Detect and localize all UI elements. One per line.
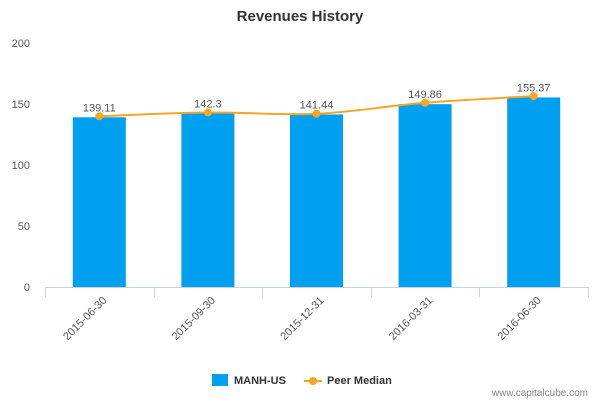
x-axis: 2015-06-30 2015-09-30 2015-12-31 2016-03-31… (45, 287, 589, 343)
y-axis: 0 50 100 150 200 (12, 38, 30, 294)
peer-median-marker (95, 112, 104, 121)
peer-median-marker (421, 98, 430, 107)
bar (507, 97, 561, 287)
peer-median-marker (312, 109, 321, 118)
legend-label-peer-median: Peer Median (327, 375, 392, 387)
bar (72, 117, 126, 287)
data-label: 155.37 (517, 82, 551, 94)
y-tick-label: 150 (12, 99, 30, 111)
data-label: 139.11 (83, 102, 116, 114)
data-label: 141.44 (300, 99, 334, 111)
peer-median-marker (529, 92, 538, 101)
chart-title: Revenues History (237, 8, 364, 25)
peer-median-marker (203, 108, 212, 117)
x-tick-label: 2016-03-31 (387, 295, 435, 343)
data-label: 142.3 (194, 98, 222, 110)
data-labels-group: 139.11 142.3 141.44 149.86 155.37 (83, 82, 551, 114)
bar (290, 114, 343, 287)
x-tick-label: 2016-06-30 (496, 295, 544, 343)
legend-swatch-manh-us (212, 374, 228, 386)
bar (398, 104, 452, 287)
legend-marker-peer-median (309, 377, 317, 385)
y-tick-label: 200 (12, 38, 30, 50)
x-tick-label: 2015-09-30 (170, 295, 218, 343)
legend: MANH-US Peer Median (212, 374, 392, 387)
y-tick-label: 50 (18, 221, 30, 233)
x-tick-label: 2015-12-31 (278, 295, 326, 343)
bars-group (72, 97, 561, 287)
credit-text: www.capitalcube.com (491, 388, 588, 399)
y-tick-label: 0 (24, 282, 30, 294)
bar (181, 113, 235, 287)
legend-label-manh-us: MANH-US (234, 375, 286, 387)
y-tick-label: 100 (12, 160, 30, 172)
x-tick-label: 2015-06-30 (61, 295, 109, 343)
data-label: 149.86 (408, 89, 442, 101)
peer-median-line-group (95, 92, 538, 121)
